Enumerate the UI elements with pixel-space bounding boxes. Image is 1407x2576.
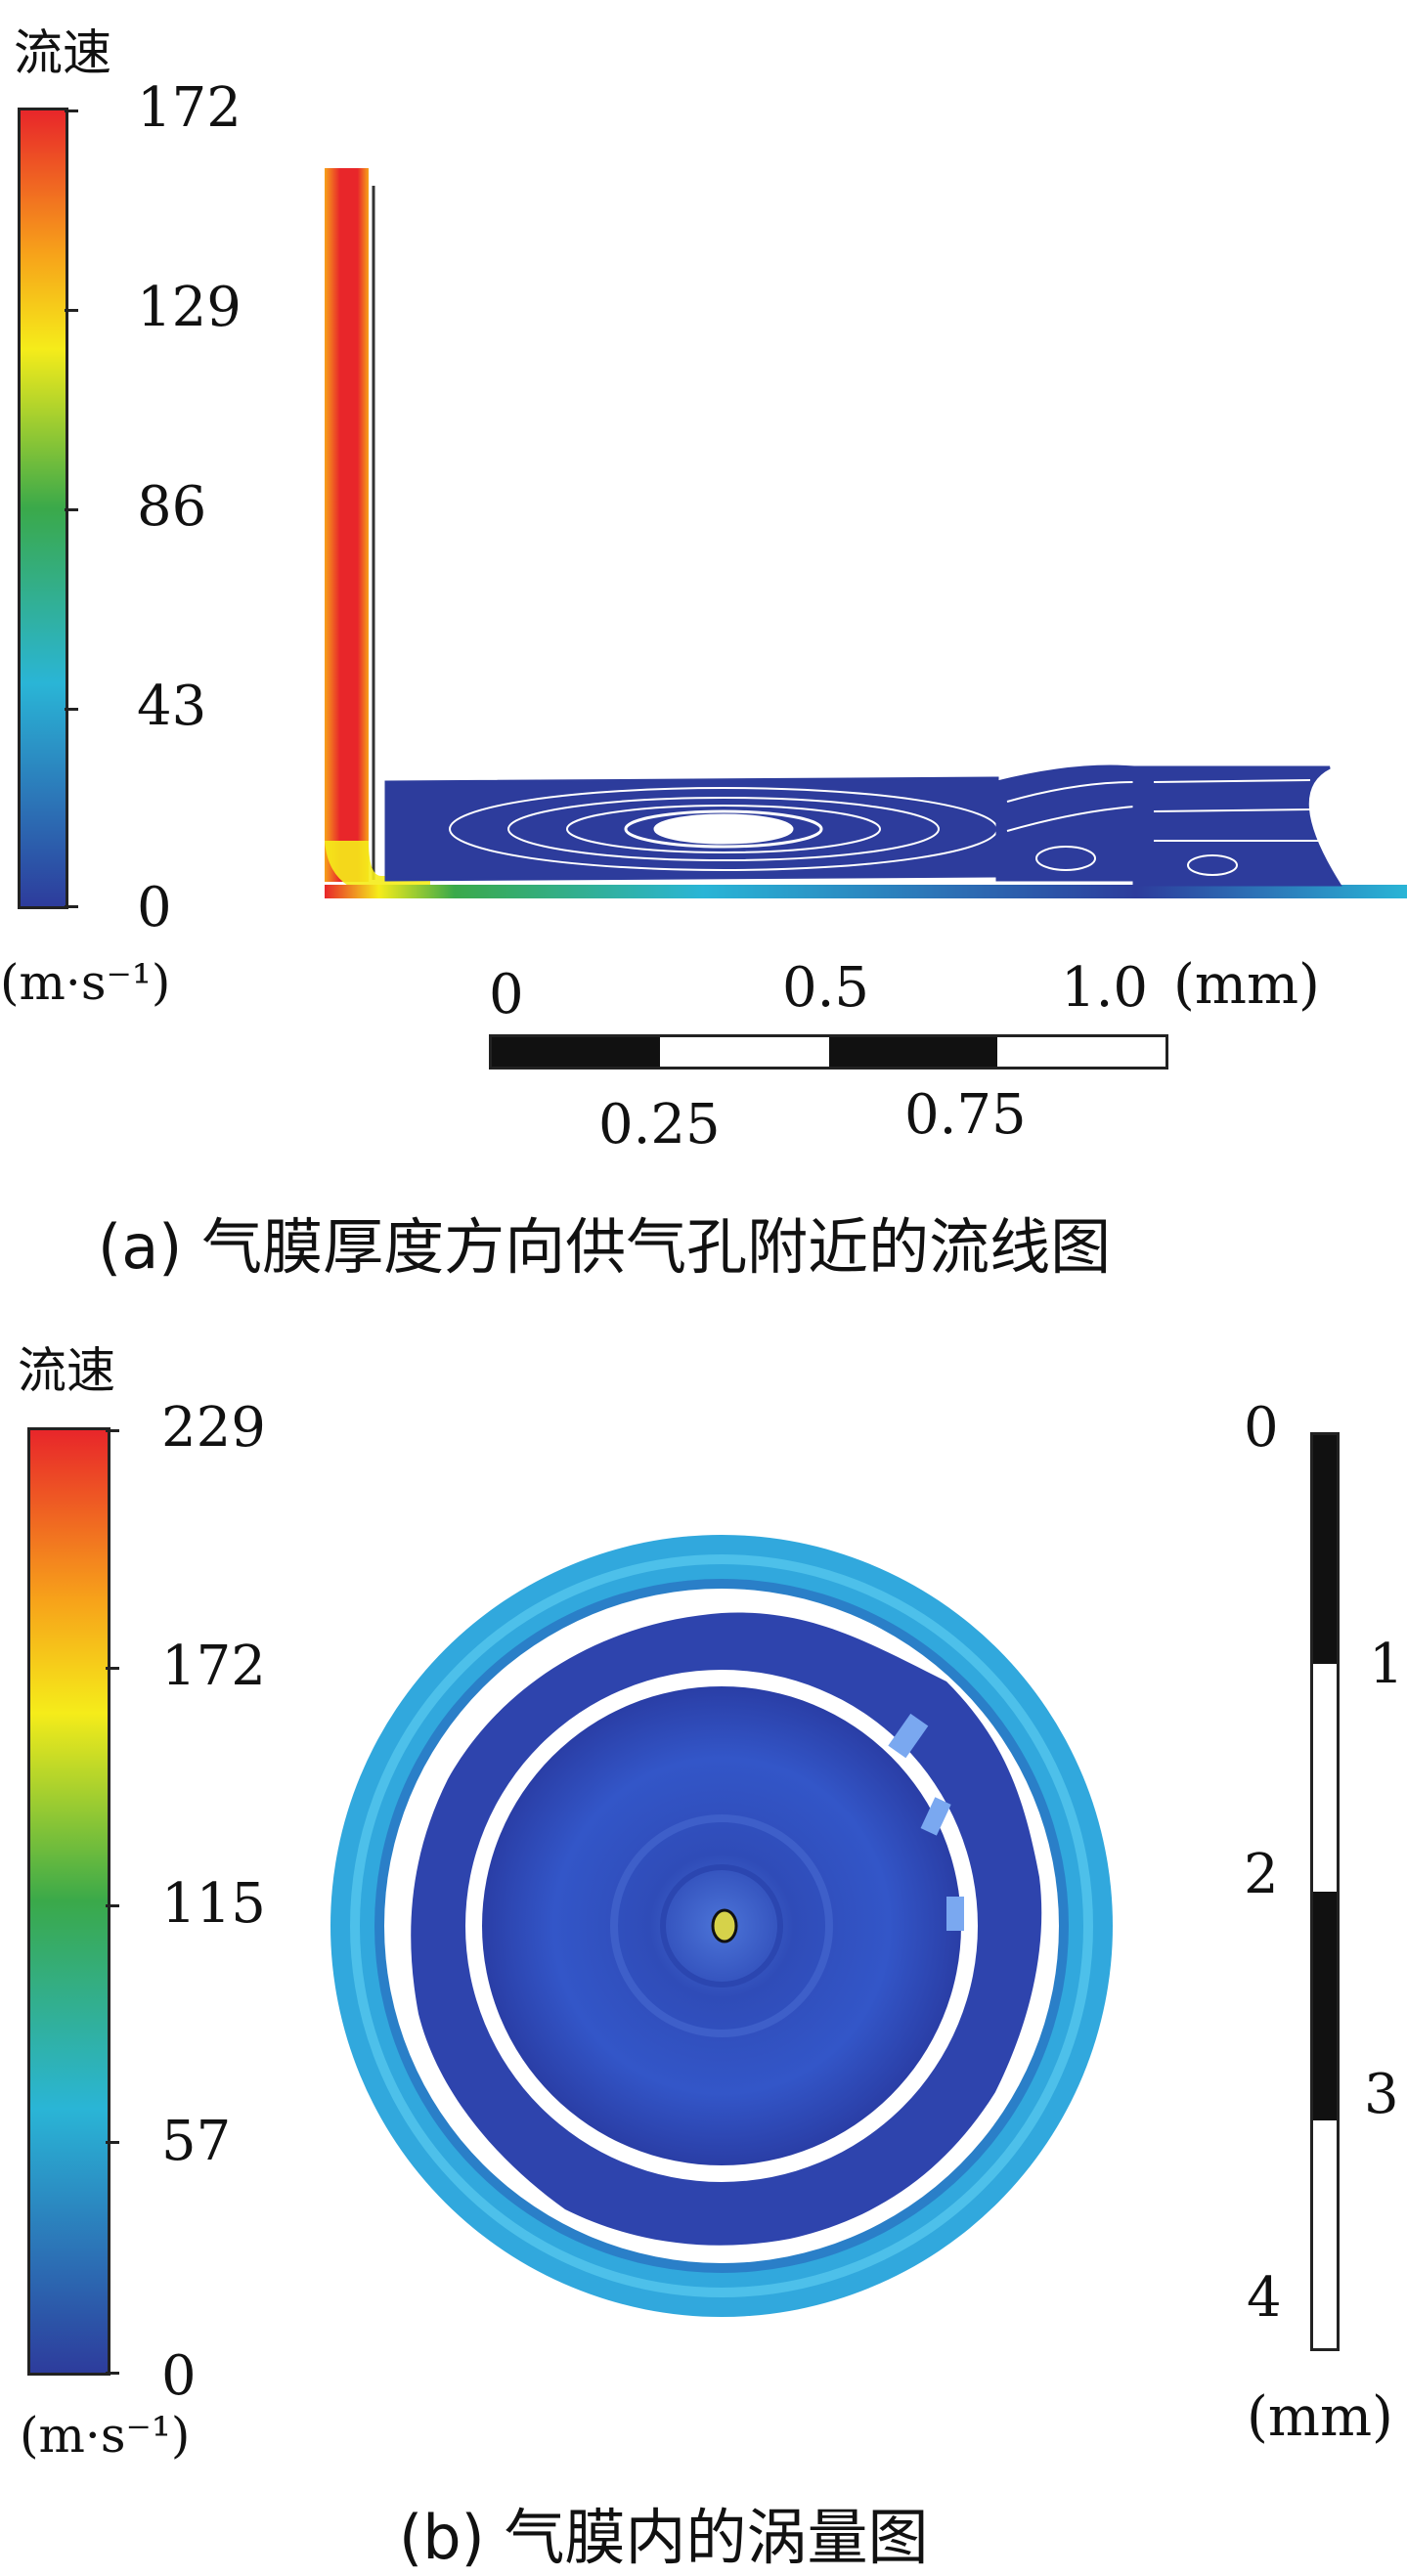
colorbar-a-tick: 43 xyxy=(137,675,207,738)
colorbar-a-unit: (m·s⁻¹) xyxy=(0,954,171,1011)
colorbar-a-tick: 86 xyxy=(137,475,207,539)
colorbar-a-tick: 129 xyxy=(137,276,242,339)
colorbar-a-tick-mark xyxy=(65,109,78,112)
scale-a-top-label: 0 xyxy=(489,963,524,1026)
colorbar-b-tick-mark xyxy=(106,2372,119,2375)
colorbar-a-tick-mark xyxy=(65,309,78,312)
colorbar-a-title: 流速 xyxy=(14,24,111,81)
scale-b-right-label: 3 xyxy=(1364,2063,1399,2126)
colorbar-b-unit: (m·s⁻¹) xyxy=(20,2407,191,2464)
colorbar-a-tick-mark xyxy=(65,708,78,711)
streamline-plot xyxy=(325,168,1407,898)
scale-a-top-label: 1.0 xyxy=(1061,956,1149,1020)
scale-a-bottom-label: 0.25 xyxy=(598,1093,721,1157)
caption-b: (b) 气膜内的涡量图 xyxy=(399,2502,929,2573)
scale-b-left-label: 2 xyxy=(1244,1843,1279,1906)
colorbar-b-tick: 229 xyxy=(161,1396,266,1460)
colorbar-b-tick: 0 xyxy=(161,2344,197,2408)
scale-a-bottom-label: 0.75 xyxy=(904,1083,1027,1147)
scale-a-unit: (mm) xyxy=(1173,953,1320,1017)
colorbar-b-tick-mark xyxy=(106,2141,119,2144)
colorbar-b-tick-mark xyxy=(106,1667,119,1670)
colorbar-b-tick-mark xyxy=(106,1904,119,1907)
colorbar-a-tick: 0 xyxy=(137,876,172,939)
vortex-streamlines xyxy=(384,764,1342,887)
colorbar-b xyxy=(27,1427,110,2376)
scale-bar-b xyxy=(1310,1432,1340,2351)
film-flow xyxy=(325,885,1407,898)
colorbar-a xyxy=(18,108,68,909)
colorbar-b-tick: 115 xyxy=(161,1872,266,1936)
scale-b-left-label: 0 xyxy=(1244,1396,1279,1460)
colorbar-a-tick: 172 xyxy=(137,76,242,140)
colorbar-b-title: 流速 xyxy=(18,1342,115,1399)
scale-b-left-label: 4 xyxy=(1247,2266,1282,2330)
colorbar-a-tick-mark xyxy=(65,508,78,511)
colorbar-b-tick: 172 xyxy=(161,1635,266,1698)
caption-a: (a) 气膜厚度方向供气孔附近的流线图 xyxy=(98,1211,1112,1283)
vortex-disc xyxy=(330,1535,1113,2317)
colorbar-b-tick: 57 xyxy=(161,2110,232,2173)
scale-a-top-label: 0.5 xyxy=(782,956,870,1020)
scale-b-right-label: 1 xyxy=(1369,1633,1404,1696)
colorbar-b-tick-mark xyxy=(106,1429,119,1432)
colorbar-a-tick-mark xyxy=(65,905,78,908)
scale-bar-a xyxy=(489,1034,1168,1070)
supply-hole-flow xyxy=(325,168,369,882)
scale-b-unit: (mm) xyxy=(1247,2385,1393,2449)
supply-hole xyxy=(711,1908,738,1943)
